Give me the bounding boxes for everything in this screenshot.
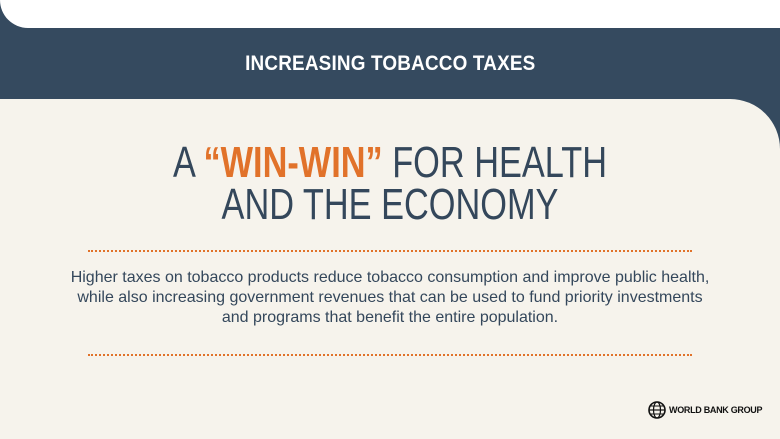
headline-line-2: AND THE ECONOMY [221, 180, 559, 229]
dotted-divider-top [88, 250, 692, 252]
globe-icon [648, 401, 666, 419]
banner-title: INCREASING TOBACCO TAXES [0, 52, 780, 76]
content-panel [0, 99, 780, 439]
banner-title-text: INCREASING TOBACCO TAXES [244, 52, 536, 75]
headline: A “WIN-WIN” FOR HEALTH AND THE ECONOMY [0, 141, 780, 229]
logo-text: WORLD BANK GROUP [669, 405, 763, 415]
headline-prefix: A [172, 138, 204, 187]
body-text: Higher taxes on tobacco products reduce … [70, 269, 710, 326]
dotted-divider-bottom [88, 354, 692, 356]
top-white-panel [0, 0, 780, 28]
world-bank-logo: WORLD BANK GROUP [648, 401, 763, 419]
headline-highlight: “WIN-WIN” [203, 138, 383, 187]
headline-suffix: FOR HEALTH [382, 138, 608, 187]
headline-line-1: A “WIN-WIN” FOR HEALTH [86, 141, 694, 185]
